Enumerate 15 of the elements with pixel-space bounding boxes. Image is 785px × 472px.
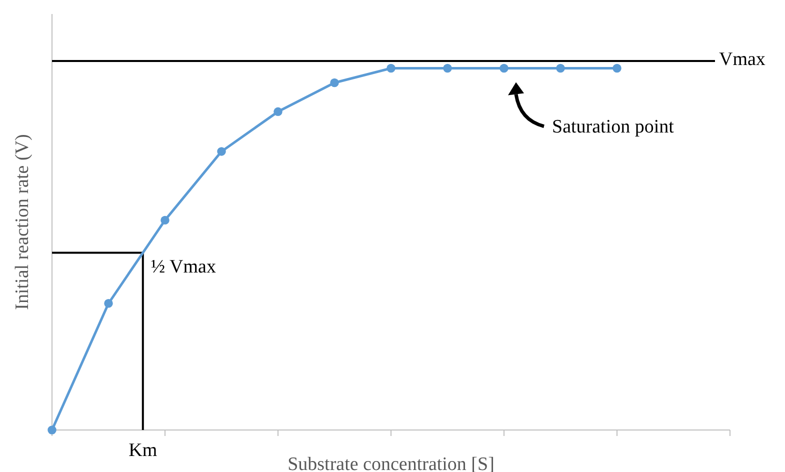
y-axis-title: Initial reaction rate (V) <box>12 134 33 310</box>
ref-line-label: ½ Vmax <box>150 256 216 278</box>
text: Km <box>128 440 158 461</box>
point <box>217 147 226 156</box>
point <box>386 64 396 73</box>
ref-line-label: Vmax <box>719 49 766 70</box>
point <box>330 78 339 88</box>
point <box>443 64 452 73</box>
point <box>612 64 622 73</box>
point <box>274 107 282 116</box>
point <box>500 64 508 73</box>
annotation: Saturation point <box>552 116 675 138</box>
point <box>556 64 565 73</box>
point <box>104 299 113 308</box>
point <box>160 216 170 225</box>
